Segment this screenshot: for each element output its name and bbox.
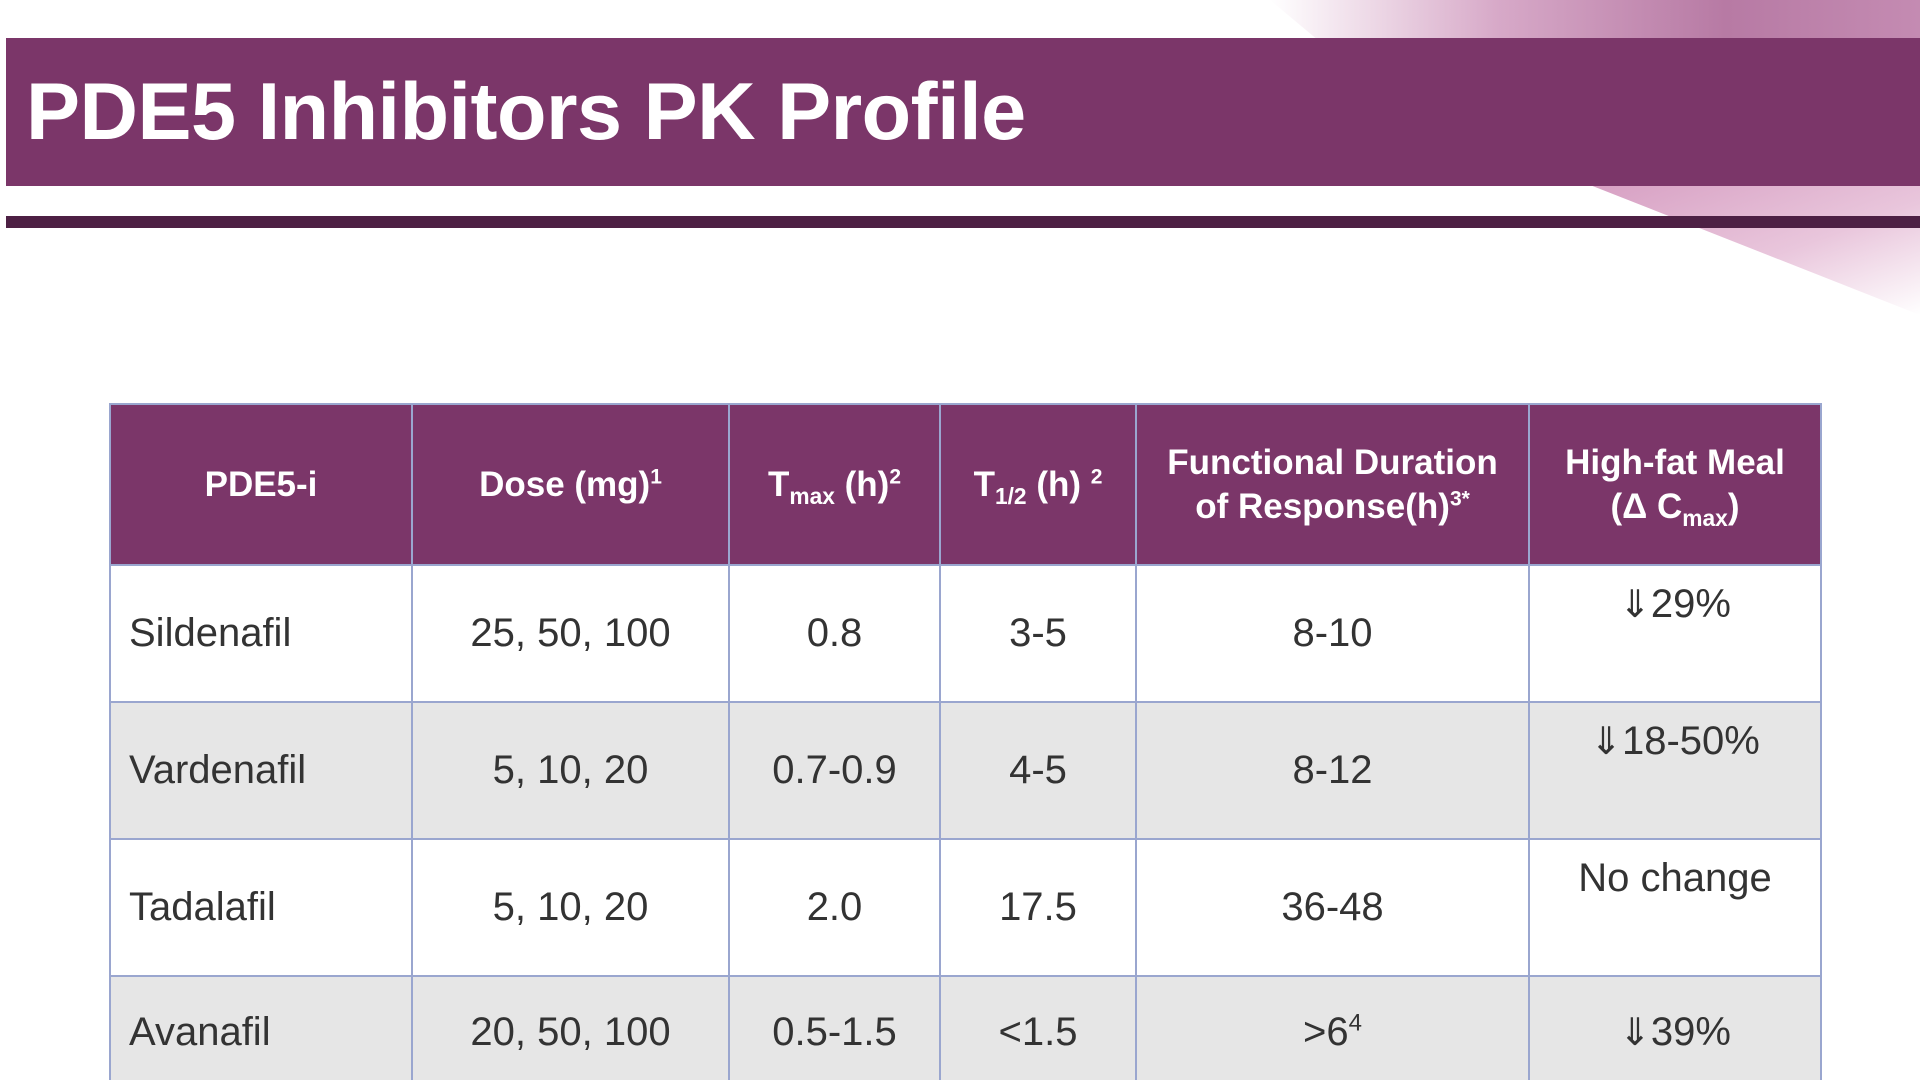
cell-thalf: 3-5 (939, 564, 1137, 703)
header-duration-ref: 3* (1449, 486, 1470, 510)
meal-value: No change (1578, 856, 1772, 900)
header-dose-label: Dose (mg) (479, 464, 651, 504)
meal-value: 29% (1650, 582, 1731, 626)
header-duration-line2: of Response(h) (1195, 486, 1450, 526)
table-header-row: PDE5-i Dose (mg)1 Tmax (h)2 T1/2 (h) 2 F… (109, 403, 1822, 566)
cell-duration: 36-48 (1135, 838, 1530, 977)
header-tmax-sub: max (789, 482, 835, 509)
pk-table: PDE5-i Dose (mg)1 Tmax (h)2 T1/2 (h) 2 F… (109, 403, 1822, 1080)
table-row-tadalafil: Tadalafil 5, 10, 20 2.0 17.5 36-48 No ch… (109, 838, 1822, 977)
cell-duration: >64 (1135, 975, 1530, 1080)
header-meal-sub: max (1682, 504, 1728, 531)
decrease-arrow-icon: ⇓ (1619, 582, 1651, 626)
header-meal-prefix: (Δ C (1610, 486, 1683, 526)
slide-title: PDE5 Inhibitors PK Profile (26, 67, 1026, 157)
cell-tmax: 0.8 (728, 564, 941, 703)
cell-tmax: 0.5-1.5 (728, 975, 941, 1080)
table-row-sildenafil: Sildenafil 25, 50, 100 0.8 3-5 8-10 ⇓29% (109, 564, 1822, 703)
meal-value: 18-50% (1621, 719, 1760, 763)
header-thalf: T1/2 (h) 2 (939, 403, 1137, 566)
header-thalf-ref: 2 (1090, 464, 1103, 488)
cell-duration: 8-10 (1135, 564, 1530, 703)
meal-value: 39% (1650, 1009, 1731, 1054)
cell-meal: ⇓18-50% (1528, 701, 1822, 840)
decrease-arrow-icon: ⇓ (1619, 1009, 1651, 1054)
cell-dose: 20, 50, 100 (411, 975, 730, 1080)
header-thalf-base: T (973, 464, 995, 504)
cell-thalf: <1.5 (939, 975, 1137, 1080)
cell-thalf: 4-5 (939, 701, 1137, 840)
cell-meal: ⇓29% (1528, 564, 1822, 703)
header-tmax: Tmax (h)2 (728, 403, 941, 566)
cell-drug: Tadalafil (109, 838, 413, 977)
header-meal-line1: High-fat Meal (1565, 442, 1785, 482)
table-row-avanafil: Avanafil 20, 50, 100 0.5-1.5 <1.5 >64 ⇓3… (109, 975, 1822, 1080)
duration-ref: 4 (1348, 1009, 1362, 1037)
decorative-pattern-top (1270, 0, 1920, 38)
header-drug-label: PDE5-i (204, 464, 318, 504)
cell-tmax: 2.0 (728, 838, 941, 977)
header-thalf-sub: 1/2 (994, 482, 1027, 509)
header-drug: PDE5-i (109, 403, 413, 566)
header-duration: Functional Duration of Response(h)3* (1135, 403, 1530, 566)
decorative-pattern-right (1590, 185, 1920, 315)
header-dose-ref: 1 (650, 464, 662, 488)
header-dose: Dose (mg)1 (411, 403, 730, 566)
header-meal-suffix: ) (1727, 486, 1740, 526)
cell-duration: 8-12 (1135, 701, 1530, 840)
cell-dose: 5, 10, 20 (411, 701, 730, 840)
header-duration-line1: Functional Duration (1167, 442, 1498, 482)
cell-thalf: 17.5 (939, 838, 1137, 977)
header-tmax-unit: (h) (834, 464, 890, 504)
cell-tmax: 0.7-0.9 (728, 701, 941, 840)
duration-value: >6 (1303, 1009, 1349, 1054)
cell-dose: 5, 10, 20 (411, 838, 730, 977)
title-divider (6, 216, 1920, 228)
title-bar (6, 38, 1920, 186)
header-thalf-unit: (h) (1026, 464, 1091, 504)
header-meal: High-fat Meal (Δ Cmax) (1528, 403, 1822, 566)
cell-drug: Avanafil (109, 975, 413, 1080)
duration-value: 8-12 (1292, 748, 1373, 792)
duration-value: 8-10 (1292, 611, 1373, 655)
cell-drug: Sildenafil (109, 564, 413, 703)
decrease-arrow-icon: ⇓ (1590, 719, 1622, 763)
cell-drug: Vardenafil (109, 701, 413, 840)
cell-meal: ⇓39% (1528, 975, 1822, 1080)
cell-meal: No change (1528, 838, 1822, 977)
duration-value: 36-48 (1281, 885, 1384, 929)
table-row-vardenafil: Vardenafil 5, 10, 20 0.7-0.9 4-5 8-12 ⇓1… (109, 701, 1822, 840)
cell-dose: 25, 50, 100 (411, 564, 730, 703)
header-tmax-base: T (767, 464, 790, 504)
header-tmax-ref: 2 (889, 464, 902, 488)
